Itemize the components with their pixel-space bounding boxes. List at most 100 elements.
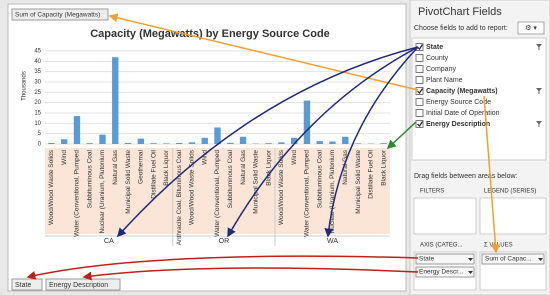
arrow — [26, 255, 419, 280]
arrow — [82, 267, 419, 281]
x-tick-label: Wood/Wood Waste Solids — [48, 149, 55, 225]
checkbox[interactable] — [415, 98, 424, 106]
x-tick-label: Wood/Wood Waste Solids — [189, 149, 196, 225]
x-tick-label: Natural Gas — [112, 149, 119, 184]
arrow — [483, 95, 500, 254]
panel-title: PivotChart Fields — [418, 6, 502, 18]
annotations — [26, 13, 500, 281]
bar — [112, 57, 119, 145]
value-field-text: Sum of Capacity (Megawatts) — [15, 12, 100, 19]
x-tick-label: Wind — [61, 150, 68, 165]
x-tick-label: Municipal Solid Waste — [125, 150, 132, 214]
bar — [124, 142, 132, 144]
field-pill[interactable] — [481, 253, 545, 265]
settings-button[interactable] — [517, 21, 545, 35]
x-tick-label: Subbituminous Coal — [86, 149, 93, 208]
bar — [227, 142, 234, 144]
field-pill[interactable] — [415, 253, 475, 265]
filter-icon — [536, 88, 542, 94]
arrow — [108, 13, 419, 91]
drag-prompt: Drag fields between areas below: — [414, 173, 518, 180]
filter-icon — [536, 44, 542, 50]
y-tick-label: 5 — [38, 131, 42, 137]
value-field-button[interactable] — [11, 8, 109, 21]
field-label: State — [426, 44, 443, 51]
field-label: County — [426, 55, 449, 62]
y-tick-label: 30 — [34, 80, 41, 86]
y-tick-label: 20 — [34, 100, 41, 106]
values-title: Σ VALUES — [484, 243, 513, 249]
bar — [342, 136, 349, 144]
bar — [380, 143, 387, 144]
filters-box — [413, 197, 477, 235]
x-tick-label: Black Liquor — [163, 149, 170, 186]
bar — [316, 141, 323, 144]
legend-title: LEGEND (SERIES) — [484, 189, 536, 195]
bar — [290, 137, 298, 144]
dropdown-icon — [468, 271, 473, 274]
x-tick-label: Distillate Fuel Oil — [150, 149, 157, 198]
panel-content: State County Company Plant Name Capacity (Me… — [415, 43, 545, 278]
x-tick-label: Wood/Wood Waste Solids — [278, 149, 285, 225]
x-tick-label: Natural Gas — [342, 149, 349, 184]
x-tick-label: Subbituminous Coal — [227, 149, 234, 208]
bar — [329, 141, 336, 144]
checkbox[interactable] — [415, 76, 424, 84]
gear-icon: ⚙ ▾ — [525, 24, 537, 32]
group-label: WA — [327, 238, 338, 245]
x-tick-label: Water (Conventional, Pumped — [214, 150, 221, 237]
x-tick-label: Subbituminous Coal — [316, 149, 323, 208]
field-label: Capacity (Megawatts) — [426, 88, 498, 95]
checkmark — [417, 121, 423, 127]
checkbox[interactable] — [415, 87, 424, 95]
dropdown-icon — [538, 258, 543, 261]
checkbox[interactable] — [415, 65, 424, 73]
bar — [137, 138, 145, 144]
panel-prompt: Choose fields to add to report: — [414, 25, 508, 32]
bar — [303, 100, 311, 144]
bar — [73, 116, 81, 144]
x-tick-label: Anthracite Coal, Bituminous Coal — [176, 149, 183, 245]
checkmark — [417, 88, 423, 94]
axis-title: AXIS (CATEG... — [420, 243, 463, 249]
checkbox[interactable] — [415, 120, 424, 128]
field-label: Energy Description — [426, 121, 490, 128]
bar — [86, 143, 93, 144]
field-pill-label: State — [419, 256, 435, 263]
x-tick-label: Natural Gas — [240, 149, 247, 184]
dropdown-icon — [468, 258, 473, 261]
bar — [150, 143, 157, 144]
y-tick-label: 35 — [34, 69, 41, 75]
field-label: Plant Name — [426, 77, 463, 84]
y-tick-label: 45 — [34, 49, 41, 55]
bar — [48, 142, 55, 144]
y-tick-label: 15 — [34, 111, 41, 117]
field-list — [411, 37, 547, 161]
x-tick-label: Water (Conventional, Pumped — [304, 150, 311, 237]
field-pill-label: Energy Descr... — [419, 269, 464, 276]
y-tick-label: 40 — [34, 59, 41, 65]
filters-title: FILTERS — [420, 189, 444, 195]
x-tick-label: Nuclear (Uranium, Plutonium — [99, 150, 106, 233]
filter-icon — [536, 121, 542, 127]
legend-box — [479, 197, 547, 235]
bar — [201, 137, 208, 144]
chart-area — [7, 3, 407, 292]
bar — [99, 134, 106, 144]
arrow — [324, 46, 419, 238]
axis-field-text: Energy Description — [49, 282, 108, 289]
checkbox[interactable] — [415, 54, 424, 62]
y-axis-label: Thousands — [22, 71, 28, 101]
checkbox[interactable] — [415, 109, 424, 117]
label-band — [45, 148, 390, 234]
chart-title: Capacity (Megawatts) by Energy Source Co… — [90, 28, 330, 40]
x-tick-label: Nuclear (Uranium, Plutonium — [329, 150, 336, 233]
bar — [163, 143, 170, 144]
x-tick-label: Municipal Solid Waste — [355, 150, 362, 214]
x-tick-label: Wind — [291, 150, 298, 165]
field-pill-label: Sum of Capac... — [485, 256, 532, 263]
bar — [239, 136, 247, 144]
bar — [354, 143, 362, 144]
